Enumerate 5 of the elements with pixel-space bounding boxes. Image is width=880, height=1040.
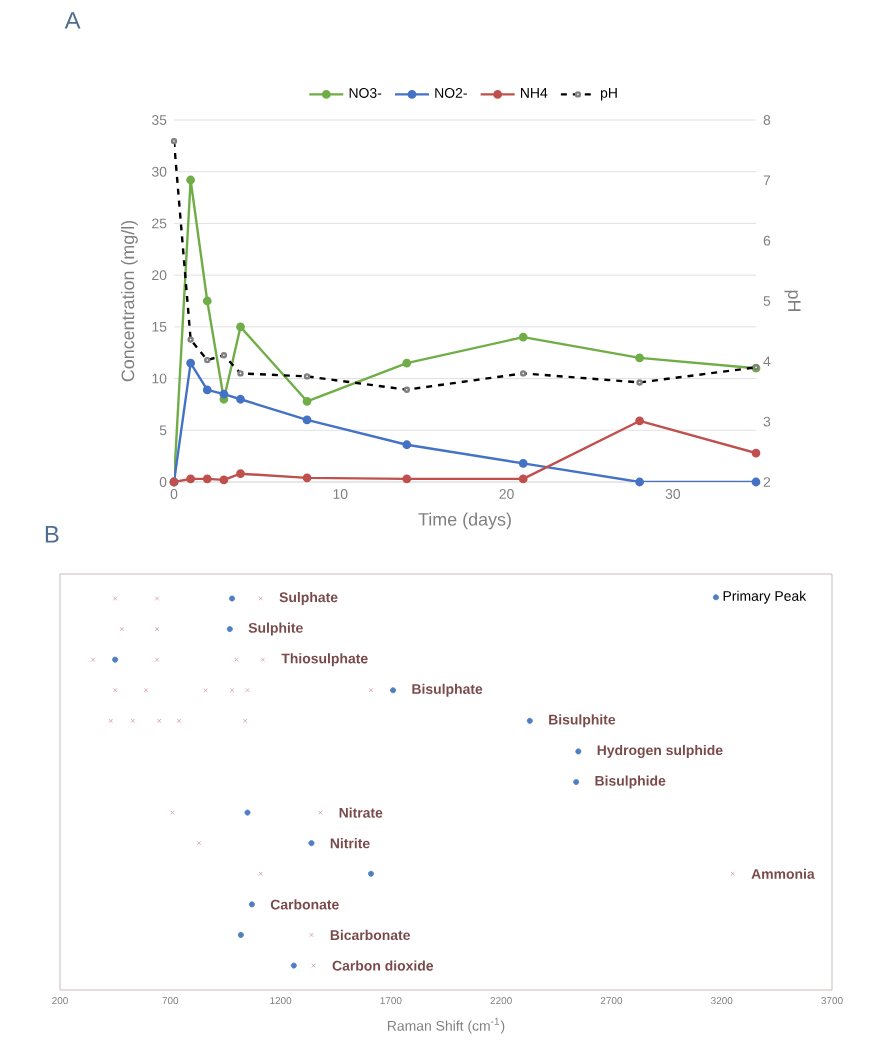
chart-title: A <box>64 12 81 29</box>
y-axis-title: Concentration (mg/l) <box>121 220 138 382</box>
y2-axis-title: pH <box>784 290 801 311</box>
chart-title: B <box>45 526 59 543</box>
x-axis-title: Time (days) <box>418 512 511 530</box>
